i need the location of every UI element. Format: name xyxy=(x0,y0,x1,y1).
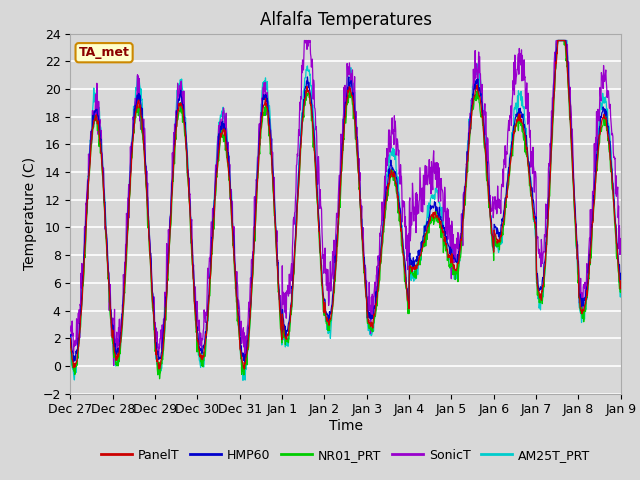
Legend: PanelT, HMP60, NR01_PRT, SonicT, AM25T_PRT: PanelT, HMP60, NR01_PRT, SonicT, AM25T_P… xyxy=(95,444,596,467)
X-axis label: Time: Time xyxy=(328,419,363,433)
Text: TA_met: TA_met xyxy=(79,46,129,59)
Y-axis label: Temperature (C): Temperature (C) xyxy=(23,157,36,270)
Title: Alfalfa Temperatures: Alfalfa Temperatures xyxy=(260,11,431,29)
